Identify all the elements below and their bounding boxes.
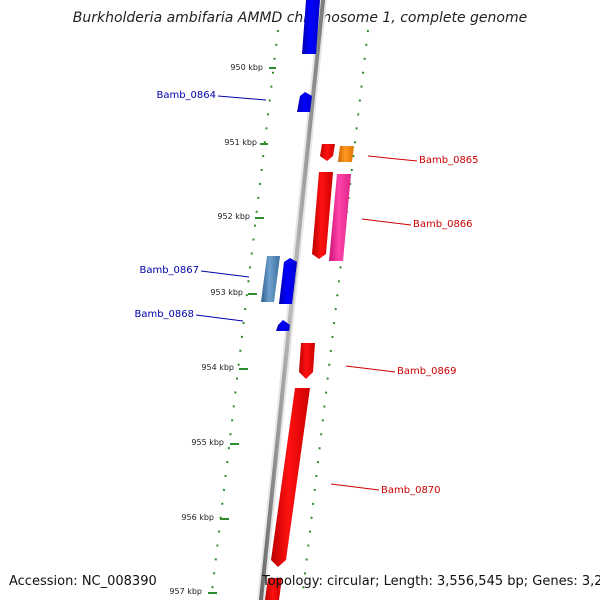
- tick-956: 956 kbp: [181, 513, 229, 522]
- connector-bamb-0868: [195, 314, 244, 322]
- label-bamb-0869[interactable]: Bamb_0869: [397, 366, 457, 377]
- connector-bamb-0865: [367, 155, 418, 162]
- gene-bamb-0864[interactable]: [297, 92, 312, 112]
- tick-957: 957 kbp: [169, 587, 217, 596]
- gene-bamb-0865[interactable]: [338, 146, 354, 162]
- gene-bottom-partial[interactable]: [265, 578, 282, 600]
- label-bamb-0866[interactable]: Bamb_0866: [413, 219, 473, 230]
- connector-bamb-0867: [200, 270, 250, 278]
- gene-bamb-0868[interactable]: [276, 320, 290, 331]
- connector-bamb-0864: [217, 95, 267, 101]
- tick-label: 957 kbp: [169, 587, 202, 596]
- connector-bamb-0870: [330, 483, 380, 491]
- gene-top-partial[interactable]: [302, 0, 320, 54]
- gene-bamb-0866-adj[interactable]: [312, 172, 333, 259]
- tick-label: 952 kbp: [217, 212, 250, 221]
- connector-bamb-0866: [361, 218, 412, 226]
- gene-bamb-0869[interactable]: [299, 343, 315, 379]
- label-bamb-0870[interactable]: Bamb_0870: [381, 485, 441, 496]
- label-bamb-0868[interactable]: Bamb_0868: [134, 309, 194, 320]
- tick-951: 951 kbp: [224, 138, 268, 147]
- tick-952: 952 kbp: [217, 212, 264, 221]
- tick-955: 955 kbp: [191, 438, 239, 447]
- genome-stats-text: Topology: circular; Length: 3,556,545 bp…: [262, 574, 600, 589]
- map-title: Burkholderia ambifaria AMMD chromosome 1…: [72, 10, 528, 26]
- tick-label: 955 kbp: [191, 438, 224, 447]
- gene-bamb-0867-adj[interactable]: [279, 258, 297, 304]
- gene-bamb-0867[interactable]: [261, 256, 280, 302]
- tick-label: 953 kbp: [210, 288, 243, 297]
- tick-label: 950 kbp: [230, 63, 263, 72]
- label-bamb-0865[interactable]: Bamb_0865: [419, 155, 479, 166]
- tick-954: 954 kbp: [201, 363, 248, 372]
- tick-950: 950 kbp: [230, 63, 276, 72]
- tick-label: 956 kbp: [181, 513, 214, 522]
- gene-bamb-0866[interactable]: [329, 174, 351, 261]
- gene-bamb-0870[interactable]: [271, 388, 310, 567]
- gene-bamb-0865-adj[interactable]: [320, 144, 335, 161]
- connector-bamb-0869: [345, 365, 396, 373]
- accession-text: Accession: NC_008390: [9, 574, 157, 589]
- tick-label: 951 kbp: [224, 138, 257, 147]
- tick-953: 953 kbp: [210, 288, 257, 297]
- label-bamb-0864[interactable]: Bamb_0864: [156, 90, 216, 101]
- label-bamb-0867[interactable]: Bamb_0867: [139, 265, 199, 276]
- tick-label: 954 kbp: [201, 363, 234, 372]
